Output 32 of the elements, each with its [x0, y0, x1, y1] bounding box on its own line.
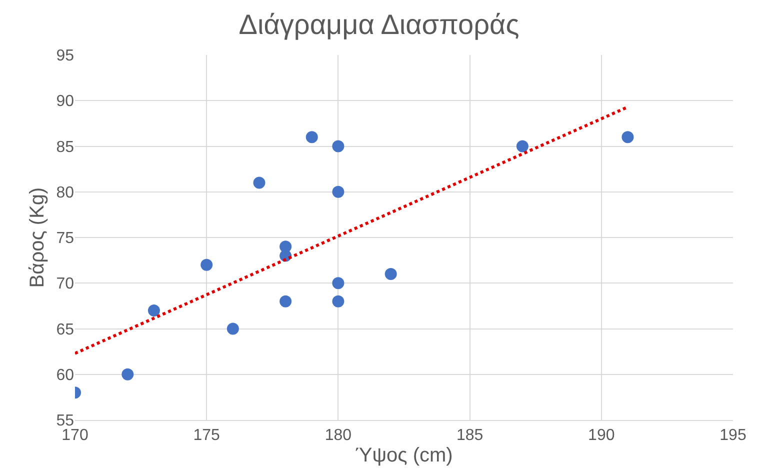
- point: [332, 186, 344, 198]
- x-tick-label: 175: [193, 427, 220, 444]
- point: [332, 140, 344, 152]
- y-tick-label: 75: [56, 230, 74, 248]
- point: [622, 131, 634, 144]
- point: [148, 304, 160, 316]
- x-tick-label: 185: [456, 427, 484, 444]
- y-tick-label: 90: [56, 93, 74, 110]
- point: [200, 258, 213, 271]
- y-tick-label: 55: [56, 412, 74, 430]
- point: [253, 176, 266, 189]
- point: [332, 295, 344, 308]
- point: [516, 140, 528, 152]
- y-axis-title: Βάρος (Kg): [26, 187, 49, 288]
- chart-title: Διάγραμμα Διασποράς: [238, 8, 520, 40]
- x-tick-label: 170: [62, 427, 88, 444]
- point: [332, 277, 344, 290]
- x-tick-label: 190: [588, 427, 615, 444]
- point: [306, 131, 318, 144]
- point: [226, 322, 239, 335]
- y-tick-label: 80: [56, 184, 74, 202]
- y-tick-label: 60: [56, 366, 74, 384]
- point: [280, 295, 292, 308]
- x-axis-title: Ύψος (cm): [355, 444, 453, 467]
- y-tick-label: 95: [56, 48, 74, 65]
- x-tick-label: 195: [720, 427, 746, 444]
- y-tick-label: 85: [56, 138, 74, 156]
- x-tick-label: 180: [324, 427, 352, 444]
- y-tick-label: 65: [56, 321, 74, 338]
- point: [384, 268, 397, 280]
- point: [122, 368, 134, 380]
- y-tick-label: 70: [56, 276, 74, 293]
